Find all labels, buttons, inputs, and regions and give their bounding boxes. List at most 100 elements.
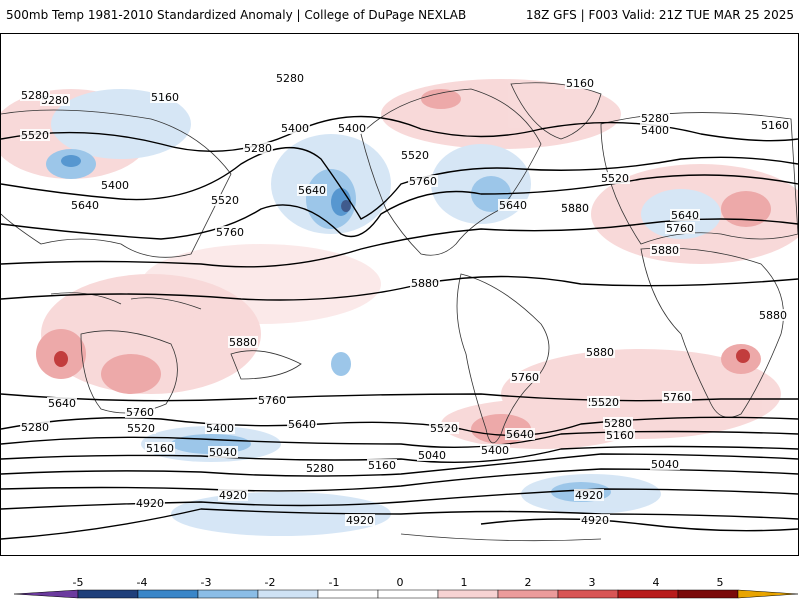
contour-label-bg — [145, 442, 175, 454]
colorbar-tick-label: -2 — [264, 576, 276, 589]
colorbar-tick-label: -3 — [200, 576, 212, 589]
contour-label-bg — [605, 429, 635, 441]
contour-label: 5640 — [298, 184, 326, 197]
height-contours — [1, 115, 798, 540]
colorbar-tick-label: 2 — [524, 576, 532, 589]
map-title: 500mb Temp 1981-2010 Standardized Anomal… — [6, 8, 467, 22]
contour-label: 5640 — [499, 199, 527, 212]
colorbar: -5 -4 -3 -2 -1 0 1 2 3 4 5 — [0, 570, 800, 600]
contour-label-bg — [429, 422, 459, 434]
contour-label: 5400 — [338, 122, 366, 135]
contour-label: 5280 — [276, 72, 304, 85]
contour-label: 5880 — [759, 309, 787, 322]
colorbar-tick-label: 3 — [588, 576, 596, 589]
contour-label: 5040 — [209, 446, 237, 459]
contour-label-bg — [205, 422, 235, 434]
contour-label-bg — [275, 72, 305, 84]
contour-label-bg — [640, 112, 670, 124]
colorbar-under-arrow — [13, 589, 79, 599]
contour-label: 5400 — [641, 124, 669, 137]
contour-label-bg — [135, 497, 165, 509]
contour-label: 4920 — [219, 489, 247, 502]
contour-label-bg — [600, 172, 630, 184]
contour-label-bg — [210, 194, 240, 206]
contour-label-bg — [510, 371, 540, 383]
contour-label: 5760 — [216, 226, 244, 239]
contour-label: 5640 — [48, 397, 76, 410]
contour-label: 5280 — [604, 417, 632, 430]
contour-label: 5520 — [591, 396, 619, 409]
contour-label-bg — [20, 129, 50, 141]
anomaly-map: 5280 5160 5280 5520 5280 5400 5400 5520 5640 5280… — [0, 33, 799, 556]
contour-label: 5760 — [511, 371, 539, 384]
contour-label: 5760 — [258, 394, 286, 407]
colorbar-tick-label: -5 — [72, 576, 84, 589]
contour-label-bg — [417, 449, 447, 461]
colorbar-bin — [557, 589, 619, 599]
contour-label: 5520 — [401, 149, 429, 162]
contour-label: 5760 — [409, 175, 437, 188]
contour-label: 5280 — [641, 112, 669, 125]
contour-label: 5280 — [21, 421, 49, 434]
contour-label: 5880 — [586, 346, 614, 359]
contour-label-bg — [640, 124, 670, 136]
contour-label-bg — [590, 396, 620, 408]
contour-label: 5520 — [601, 172, 629, 185]
contour-label-bg — [345, 514, 375, 526]
contour-label: 4920 — [581, 514, 609, 527]
contour-label-bg — [228, 336, 258, 348]
colorbar-tick-label: -1 — [328, 576, 340, 589]
contour-label: 5400 — [281, 122, 309, 135]
colorbar-tick-label: 4 — [652, 576, 660, 589]
contour-label-bg — [650, 244, 680, 256]
colorbar-bin — [257, 589, 319, 599]
colorbar-bin — [377, 589, 439, 599]
contour-label: 5880 — [229, 336, 257, 349]
contour-label-bg — [257, 394, 287, 406]
contour-label-bg — [287, 418, 317, 430]
contour-label-bg — [367, 459, 397, 471]
contour-label-bg — [505, 428, 535, 440]
contour-label: 4920 — [575, 489, 603, 502]
contour-label-bg — [337, 122, 367, 134]
colorbar-bin — [137, 589, 199, 599]
contour-label-bg — [410, 277, 440, 289]
contour-label: 5160 — [606, 429, 634, 442]
contour-label-bg — [305, 462, 335, 474]
contour-label: 5160 — [146, 442, 174, 455]
contour-label-bg — [662, 391, 692, 403]
contour-label-bg — [215, 226, 245, 238]
colorbar-scale — [13, 589, 799, 599]
contour-label-bg — [650, 458, 680, 470]
contour-label-bg — [218, 489, 248, 501]
colorbar-bin — [437, 589, 499, 599]
contour-label-bg — [280, 122, 310, 134]
colorbar-tick-label: 0 — [396, 576, 404, 589]
contour-label-bg — [670, 209, 700, 221]
contour-label-bg — [208, 446, 238, 458]
contour-label: 5640 — [671, 209, 699, 222]
contour-label: 5880 — [561, 202, 589, 215]
contour-label-bg — [70, 199, 100, 211]
contour-label: 5400 — [101, 179, 129, 192]
contour-label-bg — [580, 514, 610, 526]
contour-label-bg — [47, 397, 77, 409]
colorbar-over-arrow — [737, 589, 799, 599]
colorbar-bin — [197, 589, 259, 599]
contour-label: 5160 — [368, 459, 396, 472]
contour-label: 5160 — [151, 91, 179, 104]
contour-label: 5880 — [651, 244, 679, 257]
contour-label: 5640 — [288, 418, 316, 431]
colorbar-bin — [317, 589, 379, 599]
contour-label: 5520 — [127, 422, 155, 435]
contour-label-bg — [758, 309, 788, 321]
contour-label: 5040 — [651, 458, 679, 471]
contour-label-bg — [100, 179, 130, 191]
contour-label-bg — [297, 184, 327, 196]
contour-label: 5280 — [21, 89, 49, 102]
colorbar-tick-label: 5 — [716, 576, 724, 589]
contour-label: 5760 — [666, 222, 694, 235]
colorbar-bin — [617, 589, 679, 599]
contour-label: 5400 — [481, 444, 509, 457]
